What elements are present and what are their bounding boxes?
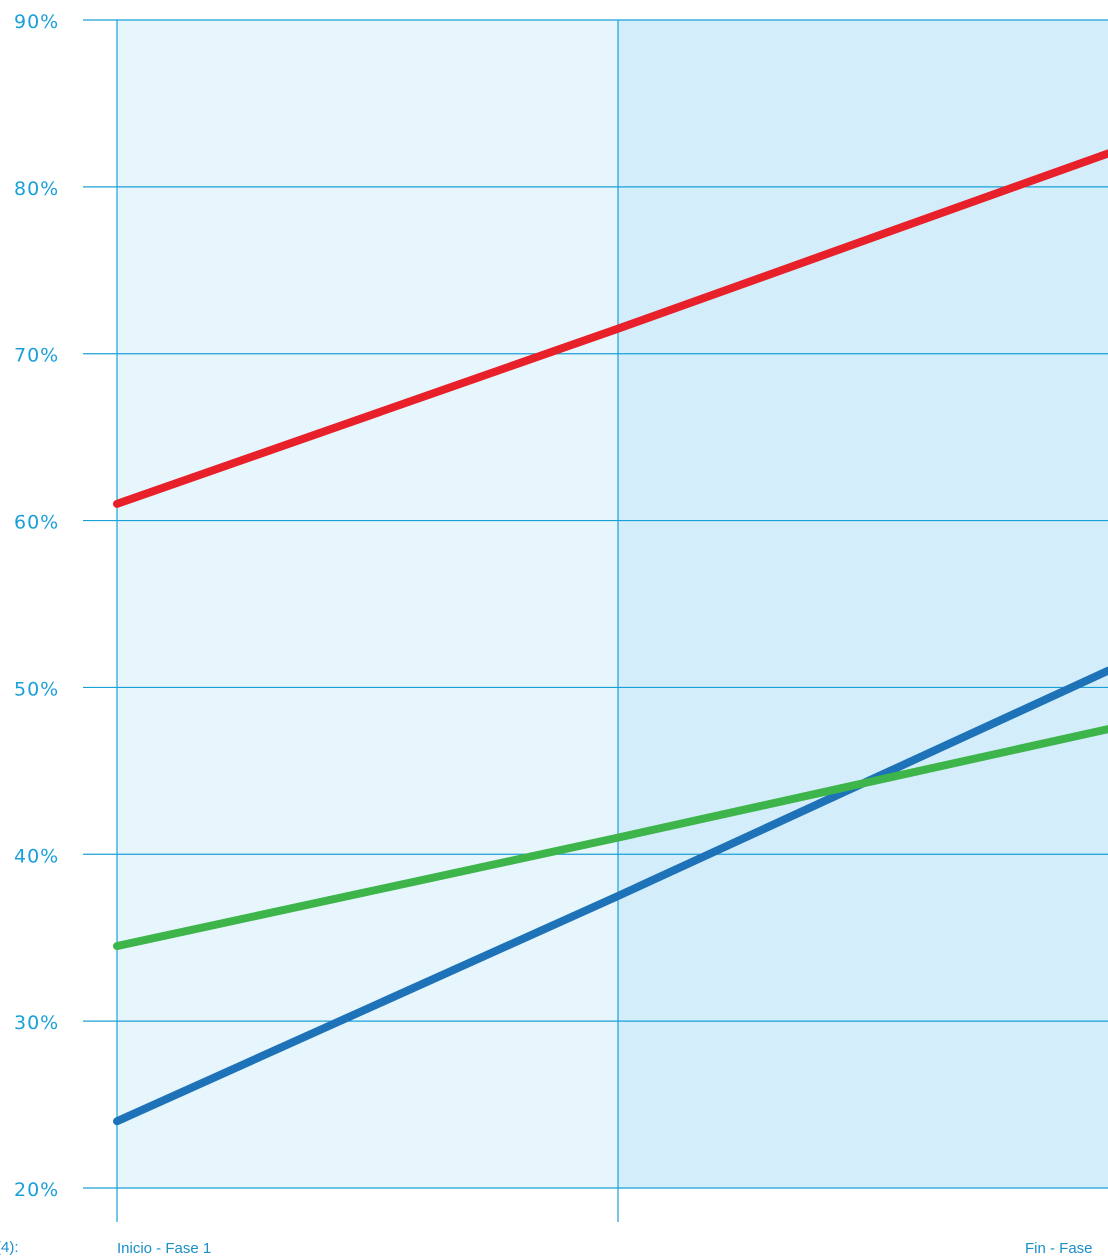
plot-panel-left: [117, 20, 618, 1188]
x-tick-label: Inicio - Fase 1: [117, 1240, 211, 1256]
y-tick-label: 90%: [14, 11, 59, 33]
series-line: [113, 666, 1108, 1126]
y-tick-label: 40%: [14, 845, 59, 867]
y-tick-label: 60%: [14, 512, 59, 534]
y-tick-label: 70%: [14, 345, 59, 367]
horizontal-gridlines: [83, 19, 1108, 1189]
x-tick-label: Fin - Fase: [1025, 1240, 1093, 1256]
series-line: [113, 149, 1108, 508]
y-tick-label: 30%: [14, 1012, 59, 1034]
y-tick-label: 50%: [14, 678, 59, 700]
edge-note: (4):: [0, 1239, 19, 1256]
y-tick-label: 80%: [14, 178, 59, 200]
series-lines: [113, 149, 1108, 1126]
y-tick-label: 20%: [14, 1179, 59, 1201]
vertical-gridlines: [116, 20, 619, 1222]
x-tick-labels: Inicio - Fase 1 Fin - Fase: [117, 1240, 1093, 1256]
y-tick-labels: 20% 30% 40% 50% 60% 70% 80% 90%: [14, 11, 59, 1201]
series-line: [113, 725, 1108, 951]
plot-panel-right: [618, 20, 1108, 1188]
